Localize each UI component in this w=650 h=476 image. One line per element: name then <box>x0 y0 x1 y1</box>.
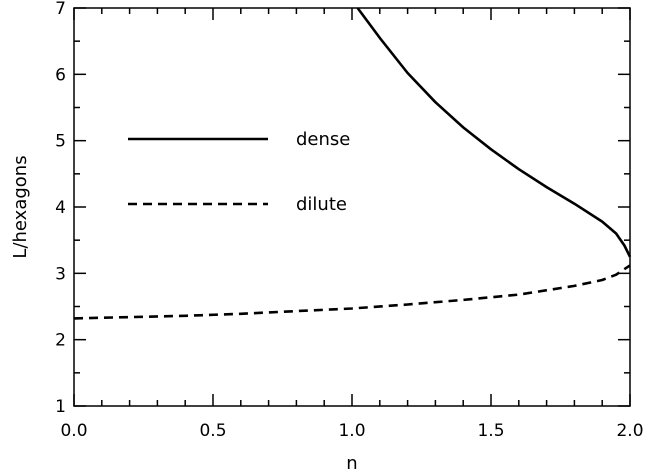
y-tick-label: 2 <box>55 331 66 351</box>
y-tick-label: 1 <box>55 397 66 417</box>
y-tick-label: 7 <box>55 0 66 19</box>
series-line-dilute <box>73 264 631 320</box>
axis-tick-labels: 0.0 0.5 1.0 1.5 2.0 1 2 3 4 5 6 7 <box>55 0 643 441</box>
y-tick-label: 5 <box>55 132 66 152</box>
series-layer <box>73 7 632 320</box>
series-line-dense <box>356 7 632 258</box>
x-axis-title: n <box>346 453 357 474</box>
legend-label-dense: dense <box>296 129 350 150</box>
x-tick-label: 2.0 <box>616 421 643 441</box>
y-tick-label: 4 <box>55 198 66 218</box>
x-tick-label: 1.0 <box>338 421 365 441</box>
x-tick-label: 0.5 <box>199 421 226 441</box>
y-tick-label: 3 <box>55 264 66 284</box>
legend: dense dilute <box>128 129 350 215</box>
x-tick-label: 1.5 <box>477 421 504 441</box>
x-tick-label: 0.0 <box>60 421 87 441</box>
axis-ticks <box>73 7 631 407</box>
plot-frame <box>73 7 631 407</box>
y-axis-title: L/hexagons <box>10 155 31 258</box>
y-tick-label: 6 <box>55 65 66 85</box>
legend-label-dilute: dilute <box>296 194 347 215</box>
